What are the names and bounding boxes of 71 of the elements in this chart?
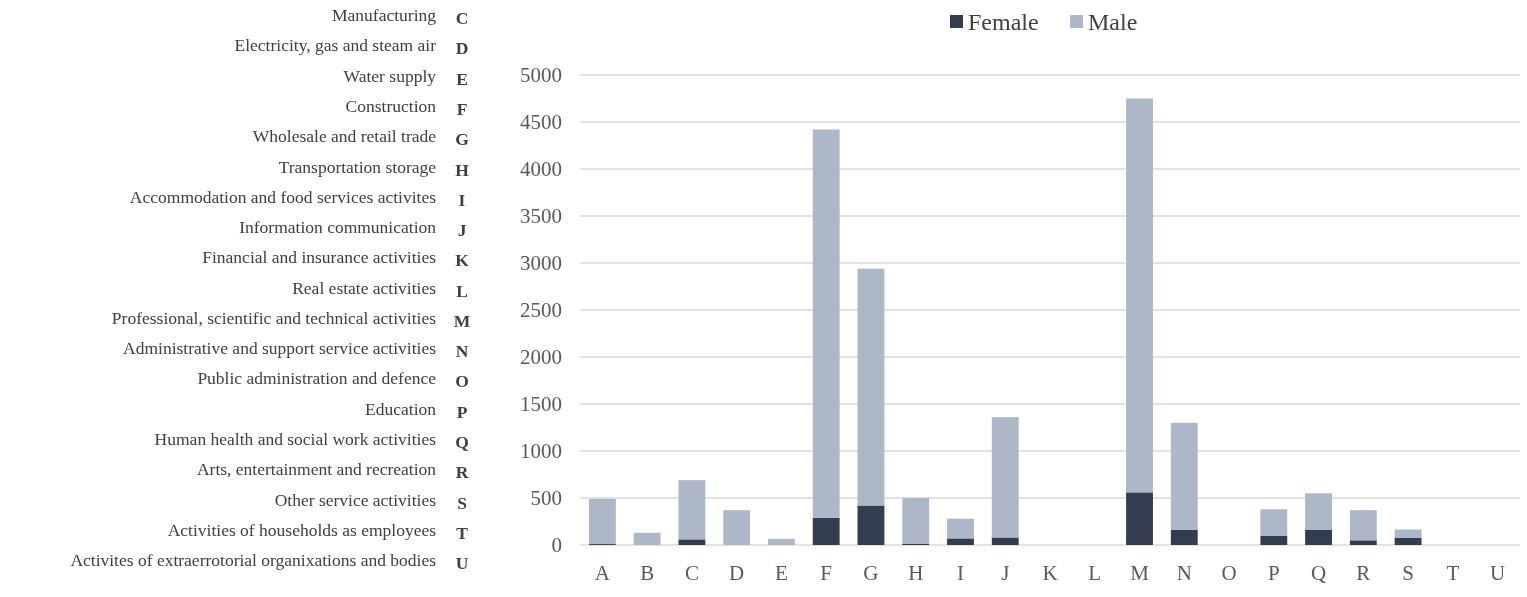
x-tick-label: R (1356, 561, 1371, 585)
text: Activites of extraerrotorial organixations and bodies (70, 550, 437, 571)
text: Construction (345, 95, 437, 116)
text: Accommodation and food services activites (129, 186, 437, 207)
y-tick-label: 4500 (520, 110, 562, 135)
x-tick-label: D (729, 561, 745, 585)
x-tick-label: U (1490, 561, 1506, 585)
text: Information communication (239, 217, 437, 238)
text: K (455, 250, 470, 271)
x-tick-label: N (1176, 561, 1192, 585)
text: Wholesale and retail trade (252, 126, 437, 147)
y-tick-label: 3000 (520, 251, 562, 276)
x-tick-label: O (1221, 561, 1237, 585)
y-tick-label: 500 (530, 486, 562, 511)
legend-label: Female (968, 9, 1039, 36)
legend-label: Male (1088, 9, 1138, 36)
text: J (457, 220, 467, 241)
text: M (453, 310, 471, 331)
y-tick-label: 1000 (520, 439, 562, 464)
x-tick-label: C (684, 561, 699, 585)
x-tick-label: E (775, 561, 788, 585)
text: R (455, 462, 469, 483)
text: O (455, 371, 469, 392)
text: H (455, 159, 470, 180)
text: Real estate activities (292, 277, 437, 298)
x-tick-label: T (1446, 561, 1460, 585)
x-tick-label: S (1402, 561, 1414, 585)
text: Financial and insurance activities (202, 247, 437, 268)
y-tick-label: 1500 (520, 392, 562, 417)
y-tick-label: 2500 (520, 298, 562, 323)
text: Public administration and defence (197, 368, 437, 389)
text: Transportation storage (278, 156, 437, 177)
text: Water supply (343, 65, 437, 86)
text: C (455, 8, 469, 29)
text: Manufacturing (332, 5, 437, 26)
text: P (456, 401, 468, 422)
x-tick-label: K (1042, 561, 1058, 585)
y-tick-label: 4000 (520, 157, 562, 182)
y-tick-label: 5000 (520, 63, 562, 88)
text: Professional, scientific and technical activities (111, 307, 437, 328)
x-tick-label: G (863, 561, 879, 585)
text: Human health and social work activities (154, 429, 437, 450)
text: S (457, 492, 467, 513)
x-tick-label: J (1001, 561, 1010, 585)
text: Other service activities (274, 489, 437, 510)
text: Administrative and support service activities (123, 338, 437, 359)
text: N (455, 341, 469, 362)
text: L (456, 280, 468, 301)
text: F (456, 98, 468, 119)
text: Electricity, gas and steam air (234, 35, 437, 56)
x-tick-label: L (1088, 561, 1102, 585)
text: Activities of households as employees (167, 519, 437, 540)
x-tick-label: A (594, 561, 611, 585)
x-tick-label: M (1130, 561, 1150, 585)
text: Arts, entertainment and recreation (196, 459, 437, 480)
y-tick-label: 0 (551, 533, 562, 558)
x-tick-label: I (956, 561, 964, 585)
text: I (458, 189, 466, 210)
text: Q (455, 432, 469, 453)
text: T (456, 522, 469, 543)
y-tick-label: 2000 (520, 345, 562, 370)
x-tick-label: B (640, 561, 655, 585)
x-tick-label: H (908, 561, 924, 585)
text: Education (365, 398, 437, 419)
text: E (456, 68, 468, 89)
text: G (455, 129, 470, 150)
x-tick-label: Q (1310, 561, 1327, 585)
text: D (455, 38, 469, 59)
x-tick-label: P (1267, 561, 1280, 585)
y-tick-label: 3500 (520, 204, 562, 229)
x-tick-label: F (820, 561, 833, 585)
